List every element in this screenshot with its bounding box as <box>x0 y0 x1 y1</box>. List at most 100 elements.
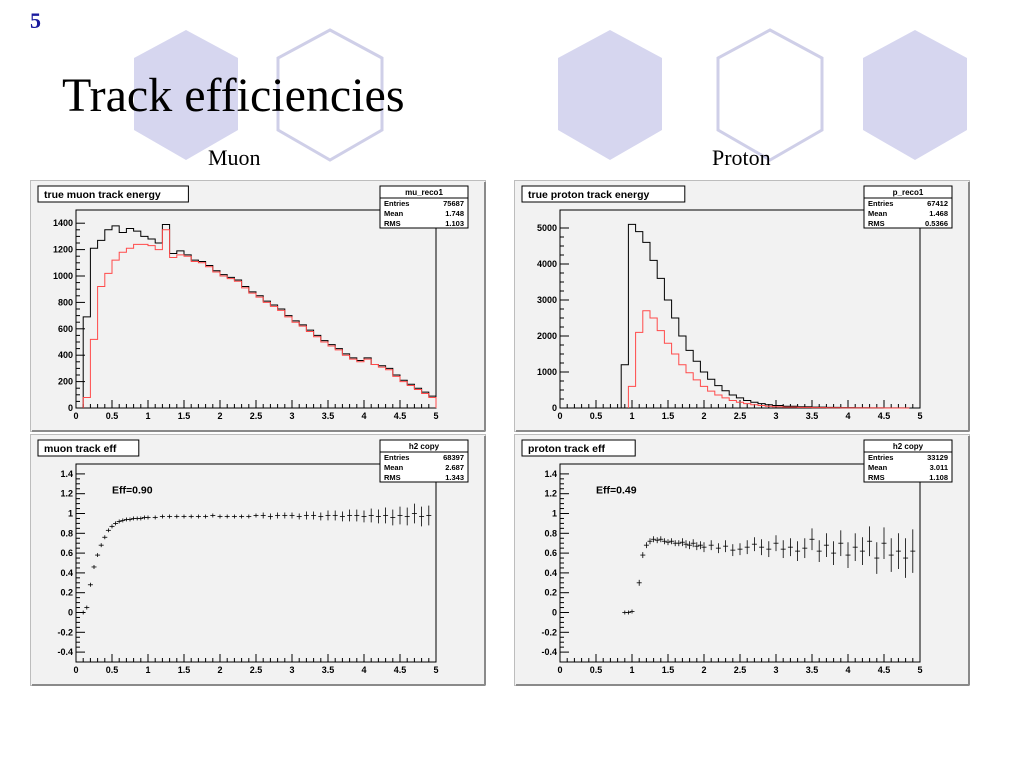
x-tick-label: 1.5 <box>662 665 675 675</box>
y-tick-label: 1.4 <box>60 469 73 479</box>
stats-label: Mean <box>384 463 404 472</box>
y-tick-label: -0.4 <box>57 647 73 657</box>
stats-value: 1.343 <box>445 473 464 482</box>
x-tick-label: 5 <box>917 411 922 421</box>
stats-value: 75687 <box>443 199 464 208</box>
stats-label: RMS <box>384 473 401 482</box>
x-tick-label: 0.5 <box>590 411 603 421</box>
stats-label: Entries <box>868 199 893 208</box>
x-tick-label: 3.5 <box>806 411 819 421</box>
x-tick-label: 2 <box>701 665 706 675</box>
stats-value: 0.5366 <box>925 219 948 228</box>
stats-name: h2 copy <box>893 442 924 451</box>
y-tick-label: 4000 <box>537 259 557 269</box>
red-histogram-series <box>82 229 437 408</box>
x-tick-label: 2.5 <box>250 411 263 421</box>
stats-box <box>863 185 953 229</box>
y-tick-label: 200 <box>58 377 73 387</box>
x-tick-label: 5 <box>433 411 438 421</box>
stats-label: RMS <box>868 219 885 228</box>
x-tick-label: 1.5 <box>178 665 191 675</box>
stats-label: Mean <box>384 209 404 218</box>
y-tick-label: 1.2 <box>60 489 73 499</box>
x-tick-label: 2.5 <box>734 411 747 421</box>
slide-title: Track efficiencies <box>62 69 405 122</box>
y-tick-label: 800 <box>58 297 73 307</box>
x-tick-label: 3.5 <box>806 665 819 675</box>
x-tick-label: 3 <box>289 411 294 421</box>
y-tick-label: 1000 <box>53 271 73 281</box>
x-tick-label: 5 <box>433 665 438 675</box>
hexagon-left-1 <box>134 30 238 160</box>
stats-box <box>379 185 469 229</box>
stats-value: 1.108 <box>929 473 948 482</box>
y-tick-label: 600 <box>58 324 73 334</box>
x-tick-label: 1 <box>629 665 634 675</box>
x-tick-label: 3.5 <box>322 665 335 675</box>
y-tick-label: 0.6 <box>60 548 73 558</box>
y-tick-label: 0.2 <box>60 588 73 598</box>
column-label-muon: Muon <box>208 145 261 170</box>
y-tick-label: 0.2 <box>544 588 557 598</box>
x-tick-label: 2.5 <box>734 665 747 675</box>
efficiency-annotation: Eff=0.90 <box>112 485 153 497</box>
y-tick-label: 0.4 <box>544 568 557 578</box>
stats-value: 2.687 <box>445 463 464 472</box>
stats-value: 1.103 <box>445 219 464 228</box>
y-tick-label: 0 <box>552 403 557 413</box>
x-tick-label: 0 <box>557 665 562 675</box>
x-tick-label: 4.5 <box>394 411 407 421</box>
x-tick-label: 0.5 <box>590 665 603 675</box>
chart-title-box <box>521 185 686 203</box>
y-tick-label: 1 <box>552 509 557 519</box>
stats-box <box>863 439 953 483</box>
stats-label: Mean <box>868 463 888 472</box>
hexagon-left-2 <box>276 28 384 162</box>
stats-label: RMS <box>384 219 401 228</box>
x-tick-label: 0.5 <box>106 665 119 675</box>
chart-title-box <box>521 439 636 457</box>
hexagon-right-1 <box>558 30 662 160</box>
slide-number: 5 <box>30 8 41 33</box>
y-tick-label: 3000 <box>537 295 557 305</box>
chart-title: muon track eff <box>44 443 117 455</box>
stats-value: 1.748 <box>445 209 464 218</box>
x-tick-label: 0 <box>73 411 78 421</box>
y-tick-label: 1200 <box>53 245 73 255</box>
y-tick-label: 0 <box>552 608 557 618</box>
chart-title-box <box>37 185 189 203</box>
chart-title: proton track eff <box>528 443 606 455</box>
y-tick-label: 0.4 <box>60 568 73 578</box>
x-tick-label: 0 <box>73 665 78 675</box>
y-tick-label: 0.8 <box>544 528 557 538</box>
x-tick-label: 1.5 <box>178 411 191 421</box>
y-tick-label: 1.4 <box>544 469 557 479</box>
stats-value: 67412 <box>927 199 948 208</box>
x-tick-label: 4.5 <box>878 411 891 421</box>
chart-muon-energy: true muon track energy mu_reco1 Entries 756… <box>30 180 486 432</box>
stats-label: Mean <box>868 209 888 218</box>
x-tick-label: 0 <box>557 411 562 421</box>
x-tick-label: 0.5 <box>106 411 119 421</box>
y-tick-label: -0.2 <box>57 627 73 637</box>
stats-value: 33129 <box>927 453 948 462</box>
chart-title-box <box>37 439 140 457</box>
x-tick-label: 4 <box>845 665 850 675</box>
stats-label: Entries <box>384 453 409 462</box>
stats-label: Entries <box>868 453 893 462</box>
x-tick-label: 4.5 <box>878 665 891 675</box>
stats-label: Entries <box>384 199 409 208</box>
y-tick-label: 1000 <box>537 367 557 377</box>
stats-value: 3.011 <box>930 463 948 472</box>
x-tick-label: 2 <box>217 665 222 675</box>
stats-name: mu_reco1 <box>405 188 443 197</box>
y-tick-label: -0.4 <box>541 647 557 657</box>
y-tick-label: 1 <box>68 509 73 519</box>
stats-name: h2 copy <box>409 442 440 451</box>
x-tick-label: 1 <box>145 411 150 421</box>
stats-name: p_reco1 <box>893 188 924 197</box>
